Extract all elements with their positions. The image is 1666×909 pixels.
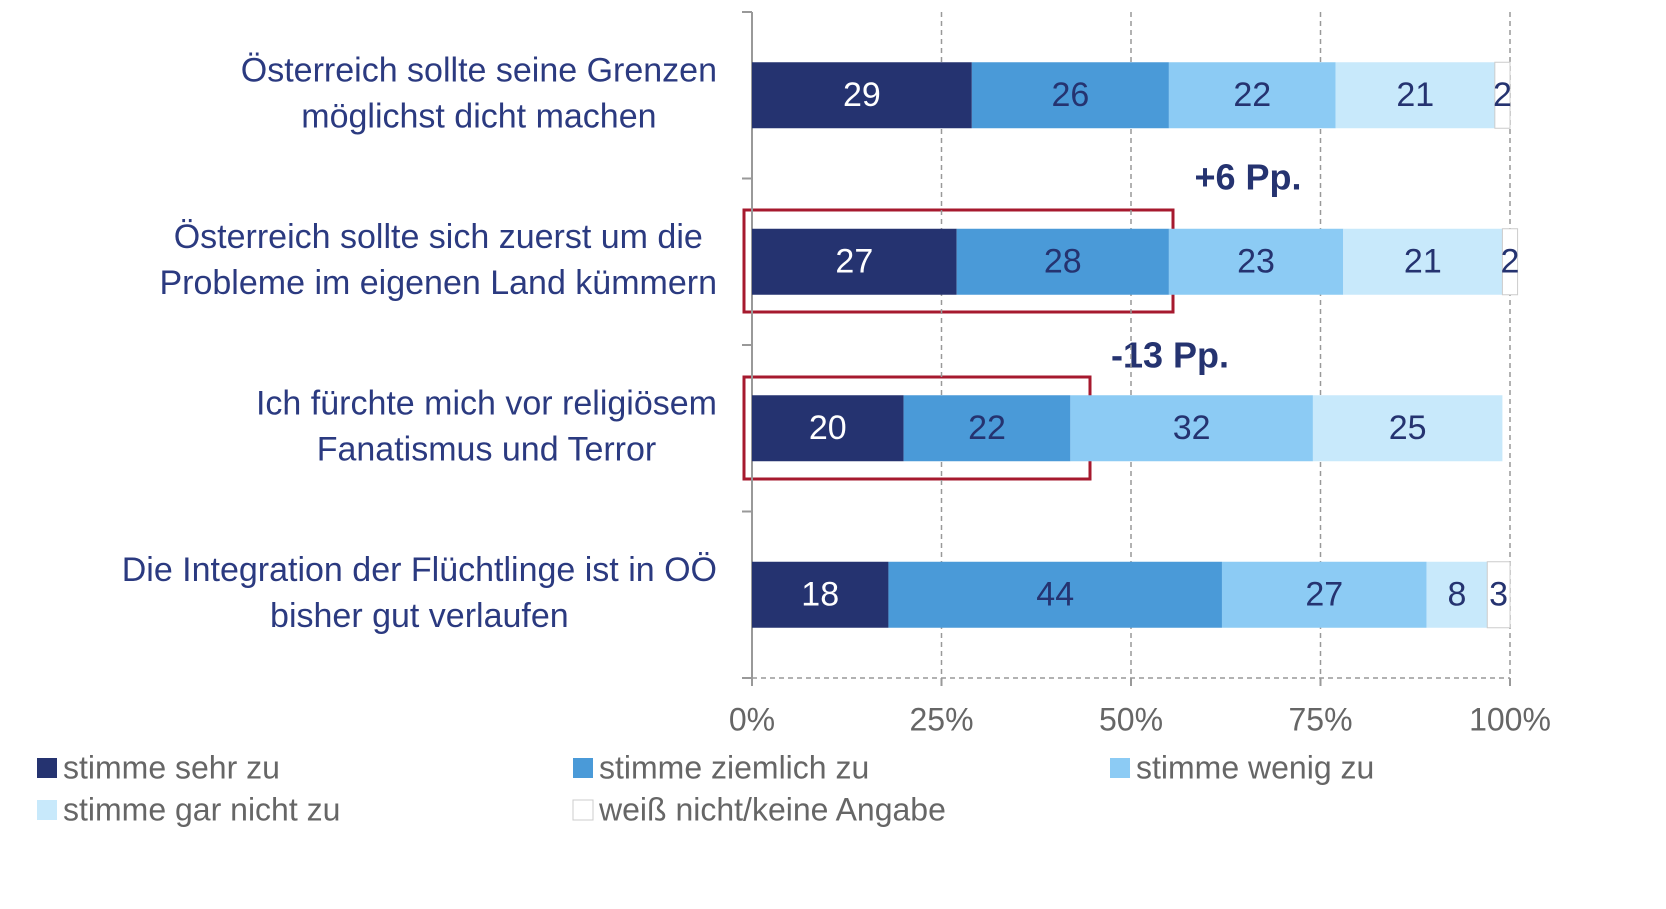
category-label: Ich fürchte mich vor religiösem Fanatismu…: [256, 384, 717, 468]
bar-segment: [752, 395, 904, 462]
x-tick-label: 0%: [729, 701, 775, 737]
value-label: 27: [1305, 576, 1343, 614]
bar-segment: [888, 561, 1222, 628]
legend-label: stimme sehr zu: [63, 749, 280, 785]
legend-label: stimme ziemlich zu: [599, 749, 869, 785]
category-label: Österreich sollte seine Grenzen möglichst…: [241, 51, 717, 135]
bar-segment: [1501, 228, 1519, 296]
bar-segment: [752, 228, 957, 295]
legend-swatch: [573, 758, 593, 778]
bar-segment: [903, 395, 1071, 462]
value-label: 26: [1051, 76, 1089, 114]
legend-swatch: [1110, 758, 1130, 778]
legend-label: weiß nicht/keine Angabe: [598, 791, 946, 827]
value-label: 8: [1447, 576, 1466, 614]
category-label: Österreich sollte sich zuerst um die Prob…: [159, 218, 717, 302]
bar-segment: [1168, 62, 1336, 129]
value-label: 23: [1237, 243, 1275, 281]
value-label: 22: [968, 409, 1006, 447]
legend-label: stimme wenig zu: [1136, 749, 1374, 785]
x-tick-label: 50%: [1099, 701, 1163, 737]
value-label: 2: [1501, 243, 1520, 281]
bar-segment: [971, 62, 1169, 129]
bar-segment: [1486, 561, 1511, 629]
category-label: Die Integration der Flüchtlinge ist in O…: [122, 551, 717, 635]
bar-segment: [752, 561, 889, 628]
bar-segment: [1343, 228, 1503, 295]
value-label: 44: [1036, 576, 1074, 614]
x-tick-label: 100%: [1469, 701, 1551, 737]
value-label: 27: [835, 243, 873, 281]
bar-segment: [1494, 61, 1511, 129]
legend-swatch: [572, 799, 594, 821]
bar-segment: [752, 62, 972, 129]
bar-segment: [1335, 62, 1495, 129]
bar-segment: [1070, 395, 1313, 462]
bar-segment: [1221, 561, 1427, 628]
value-label: 2: [1493, 76, 1512, 114]
value-label: 25: [1389, 409, 1427, 447]
legend-swatch: [37, 800, 57, 820]
value-label: 21: [1396, 76, 1434, 114]
value-label: 29: [843, 76, 881, 114]
value-label: 28: [1044, 243, 1082, 281]
annotation: +6 Pp.: [1194, 157, 1301, 198]
legend-swatch: [37, 758, 57, 778]
x-tick-label: 75%: [1288, 701, 1352, 737]
value-label: 20: [809, 409, 847, 447]
value-label: 32: [1173, 409, 1211, 447]
bar-segment: [1168, 228, 1344, 295]
x-tick-label: 25%: [909, 701, 973, 737]
value-label: 22: [1233, 76, 1271, 114]
bar-segment: [956, 228, 1169, 295]
legend-label: stimme gar nicht zu: [63, 791, 340, 827]
bar-segment: [1426, 561, 1488, 628]
value-label: 18: [801, 576, 839, 614]
annotation: -13 Pp.: [1111, 335, 1229, 376]
bar-segment: [1312, 395, 1503, 462]
value-label: 21: [1404, 243, 1442, 281]
value-label: 3: [1489, 576, 1508, 614]
